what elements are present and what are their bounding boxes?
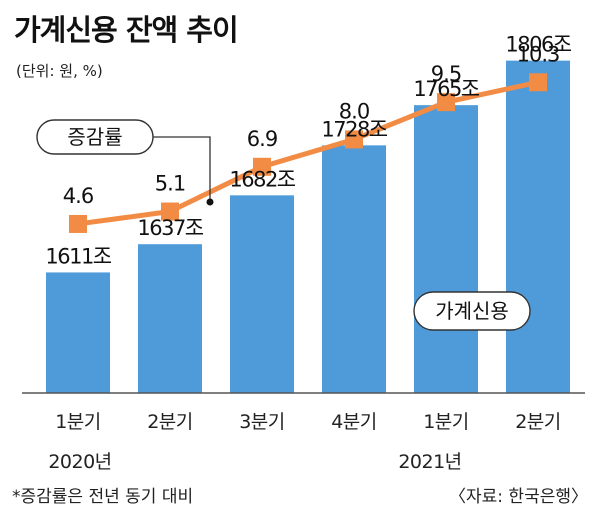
growth-rate-value-label-3: 6.9 <box>247 127 277 151</box>
x-tick-label-5: 1분기 <box>423 411 469 433</box>
growth-rate-marker-4 <box>345 130 363 149</box>
household-credit-callout: 가계신용 <box>413 291 531 331</box>
x-tick-label-2: 2분기 <box>147 411 193 433</box>
growth-rate-callout-leader <box>153 136 211 200</box>
bar-5 <box>414 105 478 394</box>
chart-title: 가계신용 잔액 추이 <box>14 13 238 47</box>
unit-label: (단위: 원, %) <box>16 62 103 80</box>
year-label-2020: 2020년 <box>48 451 111 473</box>
bar-4 <box>322 145 386 393</box>
household-credit-callout-label: 가계신용 <box>435 299 509 323</box>
footnote: *증감률은 전년 동기 대비 <box>12 487 193 507</box>
x-tick-label-6: 2분기 <box>515 411 561 433</box>
labels-layer: 1611조 1637조 1682조 1728조 1765조 1806조 4.6 5.1 6.9 8… <box>45 33 573 269</box>
x-tick-label-4: 4분기 <box>331 411 377 433</box>
growth-rate-marker-1 <box>69 214 87 233</box>
growth-rate-value-label-2: 5.1 <box>155 172 185 196</box>
x-tick-label-3: 3분기 <box>239 411 285 433</box>
growth-rate-callout: 증감률 <box>36 119 214 206</box>
bar-value-label-6: 1806조 <box>505 33 571 57</box>
growth-rate-value-label-1: 4.6 <box>63 184 94 208</box>
household-credit-callout-box <box>413 291 531 331</box>
year-label-2021: 2021년 <box>398 451 461 473</box>
line-layer <box>69 73 547 233</box>
bar-1 <box>46 272 110 393</box>
x-tick-labels: 1분기 2분기 3분기 4분기 1분기 2분기 <box>55 411 561 433</box>
bar-value-label-4: 1728조 <box>321 117 387 141</box>
bar-value-label-1: 1611조 <box>45 244 111 268</box>
growth-rate-marker-6 <box>529 73 547 92</box>
bar-3 <box>230 195 294 393</box>
growth-rate-value-label-4: 8.0 <box>339 99 369 123</box>
bar-2 <box>138 244 202 393</box>
bar-value-label-3: 1682조 <box>229 167 295 191</box>
bar-value-label-2: 1637조 <box>137 216 203 240</box>
bar-6 <box>506 60 570 393</box>
growth-rate-marker-3 <box>253 157 271 176</box>
growth-rate-marker-2 <box>161 202 179 221</box>
bars-layer <box>46 60 570 394</box>
growth-rate-callout-dot <box>206 198 214 206</box>
growth-rate-value-label-6: 10.3 <box>517 42 560 66</box>
bar-value-label-5: 1765조 <box>413 77 479 101</box>
growth-rate-marker-5 <box>437 93 455 112</box>
growth-rate-callout-label: 증감률 <box>67 125 122 149</box>
growth-rate-line <box>77 79 539 227</box>
growth-rate-value-label-5: 9.5 <box>431 62 461 86</box>
source-label: 〈자료: 한국은행〉 <box>449 487 588 507</box>
x-tick-label-1: 1분기 <box>55 411 101 433</box>
